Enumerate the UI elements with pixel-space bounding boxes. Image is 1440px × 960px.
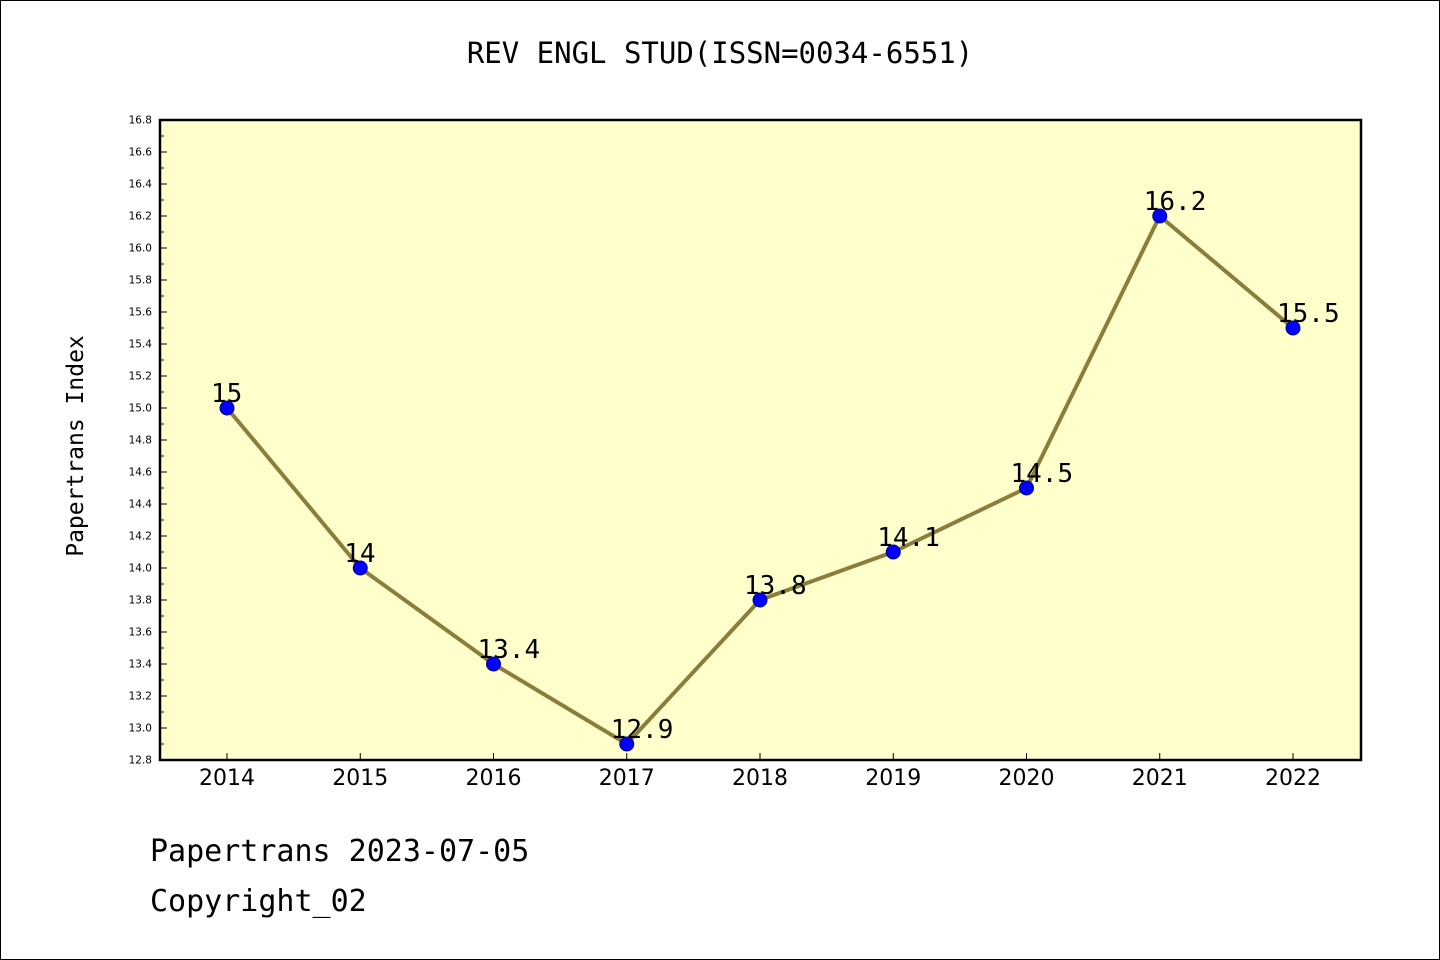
data-label: 15: [211, 379, 242, 409]
x-tick-label: 2015: [332, 766, 388, 791]
data-labels: 15 14 13.4 12.9 13.8 14.1 14.5 16.2 15.5: [211, 187, 1340, 745]
y-tick-label: 16.2: [129, 211, 152, 223]
chart-title: REV ENGL STUD(ISSN=0034-6551): [466, 36, 974, 70]
x-tick-label: 2016: [466, 766, 522, 791]
y-tick-label: 13.4: [129, 659, 153, 671]
x-tick-label: 2017: [599, 766, 655, 791]
plot-area: [160, 120, 1361, 760]
plot-frame: [158, 118, 1363, 762]
data-label: 16.2: [1144, 187, 1207, 217]
footer-date: Papertrans 2023-07-05: [150, 834, 530, 869]
y-tick-label: 13.8: [129, 595, 152, 607]
data-point: [1285, 320, 1301, 336]
data-point: [619, 736, 635, 752]
data-point: [352, 560, 368, 576]
y-tick-label: 16.6: [129, 147, 153, 159]
y-tick-label: 14.2: [129, 531, 152, 543]
data-label: 13.8: [744, 571, 807, 601]
data-label: 13.4: [478, 635, 541, 665]
x-tick-label: 2019: [865, 766, 921, 791]
y-tick-label: 14.4: [129, 499, 153, 511]
data-label: 14.1: [877, 523, 940, 553]
y-tick-label: 14.0: [129, 563, 152, 575]
y-tick-label: 15.0: [129, 403, 152, 415]
data-point: [1019, 480, 1034, 496]
y-tick-label: 16.0: [129, 243, 152, 255]
footer-copyright: Copyright_02: [150, 884, 367, 919]
y-tick-label: 16.4: [129, 179, 153, 191]
data-point: [486, 656, 501, 672]
x-tick-label: 2022: [1265, 766, 1321, 791]
x-axis-ticks: 2014 2015 2016 2017 2018 2019 2020 2021 2022: [199, 753, 1321, 791]
y-tick-label: 13.2: [129, 691, 152, 703]
y-tick-label: 14.6: [129, 467, 153, 479]
y-tick-label: 15.4: [129, 339, 153, 351]
y-tick-label: 16.8: [129, 115, 152, 127]
y-tick-label: 15.6: [129, 307, 153, 319]
data-label: 14: [344, 539, 375, 569]
data-label: 12.9: [611, 715, 674, 745]
data-point: [219, 400, 235, 416]
x-tick-label: 2021: [1132, 766, 1188, 791]
y-tick-label: 14.8: [129, 435, 152, 447]
y-tick-label: 13.6: [129, 627, 153, 639]
x-tick-label: 2020: [999, 766, 1055, 791]
y-axis-ticks: 12.8 13.0 13.2 13.4 13.6 13.8 14.0 14.2 14.4 14.6…: [129, 115, 167, 767]
data-label: 15.5: [1277, 299, 1340, 329]
series-markers: [219, 208, 1301, 752]
data-point: [752, 592, 768, 608]
x-tick-label: 2018: [732, 766, 788, 791]
data-point: [885, 544, 901, 560]
data-label: 14.5: [1011, 459, 1074, 489]
x-tick-label: 2014: [199, 766, 255, 791]
y-tick-label: 13.0: [129, 723, 152, 735]
y-tick-label: 15.2: [129, 371, 152, 383]
data-point: [1152, 208, 1168, 224]
y-tick-label: 15.8: [129, 275, 152, 287]
y-tick-label: 12.8: [129, 755, 152, 767]
